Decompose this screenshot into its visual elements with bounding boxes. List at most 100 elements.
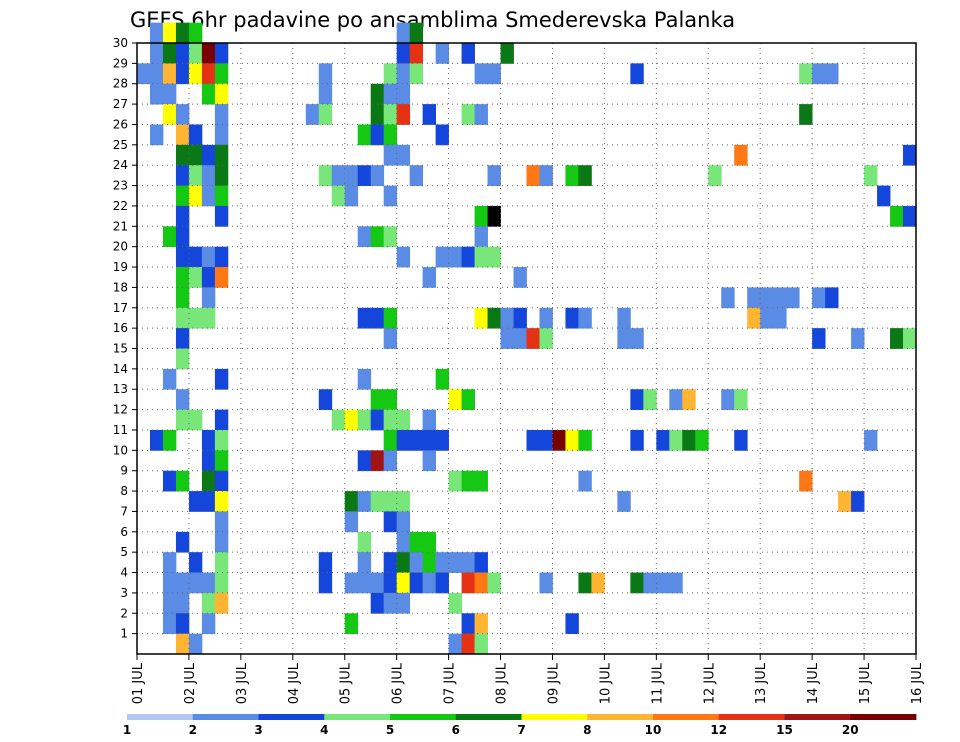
- heatmap-cell: [383, 124, 398, 146]
- heatmap-cell: [396, 552, 411, 573]
- heatmap-cell: [565, 307, 579, 329]
- heatmap-cell: [175, 531, 190, 553]
- heatmap-cell: [513, 267, 527, 288]
- heatmap-cell: [357, 552, 372, 573]
- heatmap-cell: [799, 104, 813, 125]
- heatmap-cell: [357, 368, 372, 390]
- heatmap-cell: [435, 572, 449, 594]
- heatmap-cell: [201, 491, 216, 512]
- heatmap-cell: [188, 572, 203, 594]
- y-tick-label: 10: [113, 443, 128, 457]
- heatmap-cell: [344, 613, 359, 635]
- legend-swatch: [784, 714, 851, 720]
- heatmap-cell: [669, 572, 683, 594]
- heatmap-cell: [617, 307, 631, 329]
- heatmap-cell: [137, 63, 151, 85]
- heatmap-cell: [474, 633, 488, 655]
- legend-swatch: [718, 714, 785, 720]
- heatmap-cell: [188, 246, 203, 268]
- heatmap-cell: [318, 83, 333, 105]
- heatmap-cell: [487, 246, 501, 268]
- heatmap-cell: [175, 124, 190, 146]
- heatmap-cell: [201, 572, 216, 594]
- heatmap-cell: [448, 246, 462, 268]
- heatmap-cell: [201, 592, 216, 614]
- heatmap-cell: [396, 491, 411, 512]
- heatmap-cell: [357, 124, 372, 146]
- heatmap-cell: [630, 328, 644, 349]
- y-tick-label: 3: [120, 586, 128, 600]
- y-tick-label: 2: [120, 606, 128, 620]
- heatmap-cell: [812, 287, 826, 309]
- heatmap-cell: [214, 368, 229, 390]
- heatmap-cell: [188, 63, 203, 85]
- x-tick-label: 14 JUL: [806, 662, 821, 704]
- x-tick-label: 08 JUL: [495, 662, 510, 704]
- heatmap-cell: [747, 287, 761, 309]
- heatmap-cell: [214, 83, 229, 105]
- heatmap-cell: [760, 307, 774, 329]
- heatmap-cell: [422, 531, 437, 553]
- heatmap-cell: [370, 83, 385, 105]
- heatmap-cell: [201, 43, 216, 64]
- heatmap-cell: [383, 307, 398, 329]
- legend-label: 20: [842, 723, 859, 737]
- heatmap-cell: [825, 63, 839, 85]
- heatmap-cell: [214, 43, 229, 64]
- heatmap-cell: [383, 572, 398, 594]
- heatmap-cell: [487, 307, 501, 329]
- chart-title: GEFS 6hr padavine po ansamblima Smederev…: [130, 8, 735, 32]
- heatmap-cell: [175, 226, 190, 248]
- heatmap-cell: [409, 165, 424, 186]
- heatmap-cell: [175, 633, 190, 655]
- heatmap-cell: [487, 572, 501, 594]
- heatmap-cell: [188, 22, 203, 44]
- heatmap-cell: [370, 389, 385, 410]
- heatmap-cell: [435, 246, 449, 268]
- y-tick-label: 22: [113, 199, 128, 213]
- heatmap-cell: [214, 450, 229, 472]
- legend-swatch: [192, 714, 259, 720]
- heatmap-cell: [643, 389, 657, 410]
- y-tick-label: 24: [113, 158, 128, 172]
- heatmap-cell: [578, 307, 592, 329]
- heatmap-cell: [539, 307, 553, 329]
- heatmap-cell: [578, 429, 592, 451]
- y-axis: 1234567891011121314151617181920212223242…: [113, 36, 137, 641]
- heatmap-cell: [331, 185, 346, 207]
- heatmap-cell: [552, 429, 566, 451]
- heatmap-cell: [149, 22, 164, 44]
- heatmap-cell: [396, 22, 411, 44]
- heatmap-cell: [214, 205, 229, 227]
- heatmap-cell: [383, 144, 398, 166]
- heatmap-cell: [175, 22, 190, 44]
- heatmap-cell: [370, 450, 385, 472]
- heatmap-cell: [383, 185, 398, 207]
- heatmap-cell: [383, 491, 398, 512]
- x-tick-label: 05 JUL: [339, 662, 354, 704]
- heatmap-cell: [175, 267, 190, 288]
- heatmap-cell: [175, 144, 190, 166]
- legend-swatch: [653, 714, 720, 720]
- heatmap-cell: [578, 165, 592, 186]
- heatmap-cell: [383, 552, 398, 573]
- heatmap-cell: [422, 104, 437, 125]
- heatmap-cell: [539, 328, 553, 349]
- x-tick-label: 04 JUL: [287, 662, 302, 704]
- heatmap-cell: [396, 572, 411, 594]
- heatmap-cell: [695, 429, 709, 451]
- heatmap-cell: [357, 165, 372, 186]
- heatmap-cell: [201, 307, 216, 329]
- heatmap-cell: [201, 267, 216, 288]
- heatmap-cell: [539, 429, 553, 451]
- heatmap-cell: [201, 429, 216, 451]
- heatmap-cell: [188, 43, 203, 64]
- y-tick-label: 13: [113, 382, 128, 396]
- heatmap-cell: [175, 287, 190, 309]
- legend-label: 4: [320, 723, 328, 737]
- heatmap-cell: [877, 185, 891, 207]
- heatmap-cell: [357, 531, 372, 553]
- heatmap-cell: [214, 470, 229, 492]
- x-tick-label: 09 JUL: [546, 662, 561, 704]
- heatmap-cell: [734, 144, 748, 166]
